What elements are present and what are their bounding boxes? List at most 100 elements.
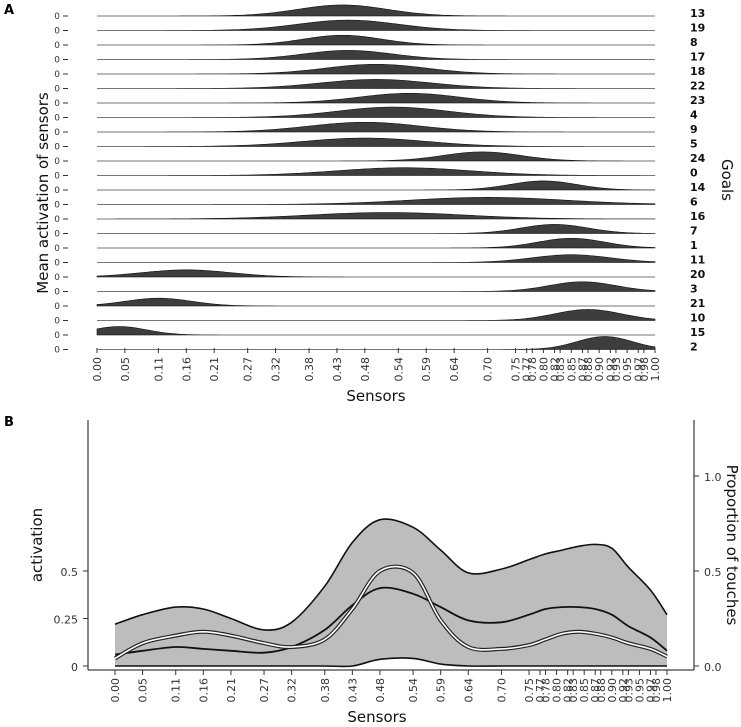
y-tick-label: 0.5 bbox=[61, 566, 79, 579]
x-tick-label: 0.21 bbox=[208, 357, 221, 382]
goal-label: 19 bbox=[690, 22, 705, 35]
x-tick-label: 0.87 bbox=[589, 678, 602, 703]
x-tick-label: 0.38 bbox=[303, 357, 316, 382]
y2-tick-label: 0.5 bbox=[704, 566, 722, 579]
x-tick-label: 0.70 bbox=[482, 357, 495, 382]
goal-density bbox=[97, 137, 655, 147]
x-tick-label: 0.21 bbox=[225, 678, 238, 703]
row-zero-label: 0 bbox=[54, 99, 60, 109]
panel-a-y-axis-title: Mean activation of sensors bbox=[34, 92, 52, 294]
goal-row-14: 0 14 bbox=[54, 180, 706, 196]
row-zero-label: 0 bbox=[54, 215, 60, 225]
goal-density bbox=[97, 92, 655, 104]
x-tick-label: 0.83 bbox=[567, 678, 580, 703]
x-tick-label: 0.90 bbox=[593, 357, 606, 382]
goal-density bbox=[96, 269, 655, 278]
x-tick-label: 0.85 bbox=[578, 678, 591, 703]
x-tick-label: 0.92 bbox=[617, 678, 630, 703]
goal-label: 7 bbox=[690, 225, 698, 238]
row-zero-label: 0 bbox=[54, 331, 60, 341]
goal-row-18: 0 18 bbox=[54, 63, 705, 80]
panel-b-letter: B bbox=[4, 415, 14, 430]
row-zero-label: 0 bbox=[54, 201, 60, 211]
mean-activation-line bbox=[114, 586, 668, 656]
goal-density bbox=[97, 50, 655, 60]
goal-row-15: 0 15 bbox=[54, 326, 705, 341]
x-tick-label: 0.97 bbox=[632, 357, 645, 382]
row-zero-label: 0 bbox=[54, 12, 60, 22]
x-tick-label: 0.80 bbox=[537, 357, 550, 382]
x-tick-label: 0.32 bbox=[270, 357, 283, 382]
x-tick-label: 0.77 bbox=[521, 357, 534, 382]
x-tick-label: 0.54 bbox=[392, 357, 405, 382]
goal-label: 15 bbox=[690, 326, 705, 339]
x-tick-label: 1.00 bbox=[649, 357, 662, 382]
row-zero-label: 0 bbox=[54, 172, 60, 182]
goal-row-20: 0 20 bbox=[54, 268, 705, 283]
row-zero-label: 0 bbox=[54, 85, 60, 95]
goal-row-22: 0 22 bbox=[54, 79, 705, 95]
x-tick-label: 0.43 bbox=[331, 357, 344, 382]
x-tick-label: 1.00 bbox=[661, 678, 674, 703]
x-tick-label: 0.70 bbox=[495, 678, 508, 703]
panel-a-letter: A bbox=[4, 3, 14, 18]
x-tick-label: 0.78 bbox=[540, 678, 553, 703]
upper-bound-line bbox=[114, 518, 668, 631]
x-tick-label: 0.48 bbox=[359, 357, 372, 382]
goal-label: 24 bbox=[690, 152, 706, 165]
goal-density bbox=[97, 281, 656, 292]
goal-row-16: 0 16 bbox=[54, 210, 705, 225]
x-tick-label: 0.64 bbox=[448, 357, 461, 382]
row-zero-label: 0 bbox=[54, 244, 60, 254]
goal-density bbox=[97, 4, 655, 17]
goal-label: 2 bbox=[690, 341, 698, 354]
x-tick-label: 0.59 bbox=[435, 678, 448, 703]
goal-label: 3 bbox=[690, 283, 698, 296]
goal-label: 14 bbox=[690, 181, 706, 194]
goal-density bbox=[97, 237, 656, 249]
goal-label: 21 bbox=[690, 297, 705, 310]
panel-a-x-axis: 0.00 0.05 0.11 0.16 0.21 0.27 0.32 0.38 0.43 0.48… bbox=[91, 348, 662, 382]
panel-b-y2-axis: 0.0 0.5 1.0 bbox=[694, 471, 722, 674]
goal-label: 13 bbox=[690, 7, 705, 20]
row-zero-label: 0 bbox=[54, 114, 60, 124]
y-tick-label: 0.25 bbox=[54, 614, 79, 627]
goal-density bbox=[97, 63, 655, 75]
goal-density bbox=[97, 224, 656, 234]
goal-label: 9 bbox=[690, 123, 698, 136]
row-zero-label: 0 bbox=[54, 70, 60, 80]
goal-label: 0 bbox=[690, 167, 698, 180]
x-tick-label: 0.93 bbox=[610, 357, 623, 382]
goal-density bbox=[97, 197, 656, 205]
goal-row-11: 0 11 bbox=[54, 254, 705, 269]
goal-density bbox=[97, 19, 655, 31]
x-tick-label: 0.97 bbox=[644, 678, 657, 703]
x-tick-label: 0.80 bbox=[551, 678, 564, 703]
x-tick-label: 0.92 bbox=[604, 357, 617, 382]
x-tick-label: 0.11 bbox=[152, 357, 165, 382]
goal-density bbox=[97, 34, 655, 46]
x-tick-label: 0.82 bbox=[562, 678, 575, 703]
goal-label: 20 bbox=[690, 268, 706, 281]
x-tick-label: 0.59 bbox=[420, 357, 433, 382]
goal-density bbox=[97, 151, 655, 162]
x-tick-label: 0.27 bbox=[242, 357, 255, 382]
goal-density bbox=[97, 180, 656, 191]
ridgeline-rows: 0 130 190 80 170 180 220 230 40 90 50 240 00 140 60 160… bbox=[54, 4, 706, 356]
row-zero-label: 0 bbox=[54, 157, 60, 167]
activation-range-ribbon bbox=[115, 519, 667, 667]
y2-tick-label: 1.0 bbox=[704, 471, 722, 484]
x-tick-label: 0.82 bbox=[549, 357, 562, 382]
x-tick-label: 0.64 bbox=[462, 678, 475, 703]
panel-a: A 0 130 190 80 170 180 220 230 40 90 50 240 00 140 60 1… bbox=[4, 3, 736, 405]
row-zero-label: 0 bbox=[54, 27, 60, 37]
row-zero-label: 0 bbox=[54, 56, 60, 66]
panel-b-x-axis: 0.00 0.05 0.11 0.16 0.21 0.27 0.32 0.38 0.43 0.48… bbox=[109, 670, 674, 703]
x-tick-label: 0.75 bbox=[523, 678, 536, 703]
row-zero-label: 0 bbox=[54, 128, 60, 138]
goal-label: 11 bbox=[690, 254, 705, 267]
